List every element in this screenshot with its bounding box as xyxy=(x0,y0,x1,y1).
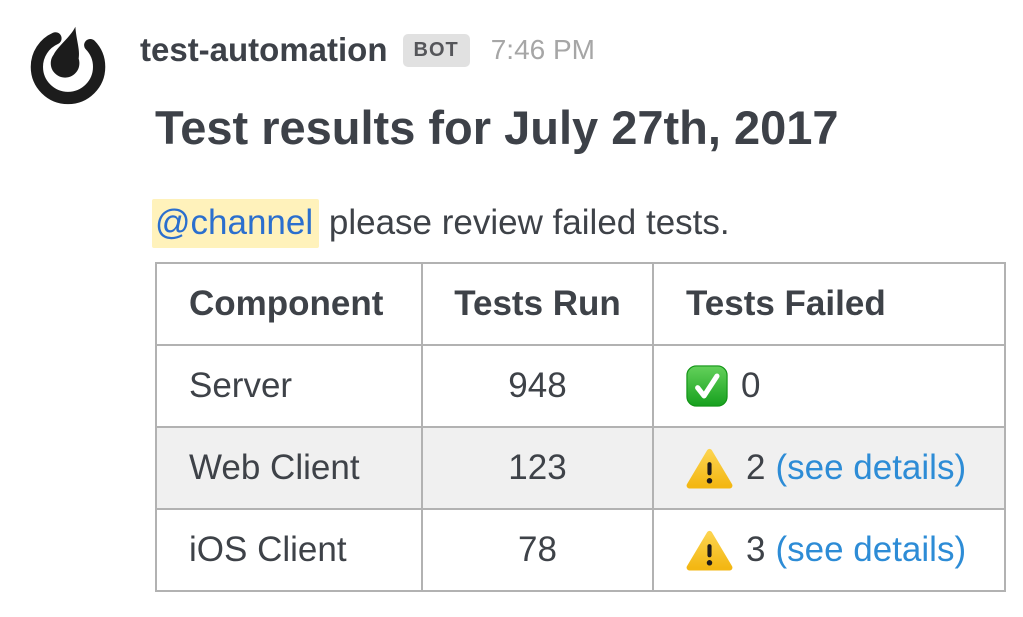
component-cell: Server xyxy=(155,344,423,428)
table-row: Web Client 123 2 (see details) xyxy=(155,426,1006,510)
component-cell: Web Client xyxy=(155,426,423,510)
table-row: Server 948 0 xyxy=(155,344,1006,428)
table-row: iOS Client 78 3 (see details) xyxy=(155,508,1006,592)
column-header-tests-failed: Tests Failed xyxy=(652,262,1006,346)
post-title: Test results for July 27th, 2017 xyxy=(155,101,839,154)
check-emoji xyxy=(686,365,728,407)
column-header-tests-run: Tests Run xyxy=(421,262,654,346)
component-cell: iOS Client xyxy=(155,508,423,592)
timestamp[interactable]: 7:46 PM xyxy=(490,34,595,65)
tests-run-cell: 123 xyxy=(421,426,654,510)
tests-failed-cell: 2 (see details) xyxy=(652,426,1006,510)
results-table: Component Tests Run Tests Failed Server 948… xyxy=(155,262,1006,592)
message-body: Test results for July 27th, 2017 @channe… xyxy=(152,100,1006,592)
avatar[interactable] xyxy=(27,21,109,107)
bot-badge: BOT xyxy=(402,33,470,67)
warning-emoji xyxy=(686,446,733,490)
column-header-component: Component xyxy=(155,262,423,346)
tests-failed-cell: 3 (see details) xyxy=(652,508,1006,592)
message-header: test-automation BOT 7:46 PM xyxy=(140,28,595,72)
see-details-link[interactable]: (see details) xyxy=(775,448,967,487)
tests-run-cell: 78 xyxy=(421,508,654,592)
table-header-row: Component Tests Run Tests Failed xyxy=(155,262,1006,346)
failed-count: 2 xyxy=(746,448,766,487)
warning-emoji xyxy=(686,528,733,572)
channel-mention[interactable]: @channel xyxy=(152,199,320,248)
tests-failed-cell: 0 xyxy=(652,344,1006,428)
post-text-rest: please review failed tests. xyxy=(319,203,730,242)
mattermost-droplet-logo-icon xyxy=(27,26,109,111)
see-details-link[interactable]: (see details) xyxy=(775,530,967,569)
tests-run-cell: 948 xyxy=(421,344,654,428)
post-text: @channel please review failed tests. xyxy=(152,198,1005,248)
failed-count: 3 xyxy=(746,530,766,569)
failed-count: 0 xyxy=(741,366,761,405)
sender-name[interactable]: test-automation xyxy=(140,31,388,68)
